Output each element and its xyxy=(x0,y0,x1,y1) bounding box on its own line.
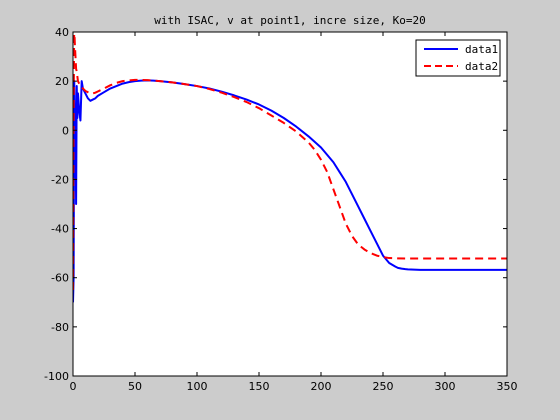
legend-label-data2: data2 xyxy=(465,60,498,73)
y-tick-label: 40 xyxy=(55,26,69,39)
x-tick-label: 250 xyxy=(373,380,394,393)
y-tick-label: -40 xyxy=(51,223,69,236)
ticks-layer: 0 50 100 150 200 250 300 35040200-20-40-60-80-1… xyxy=(44,26,517,393)
chart-title: with ISAC, v at point1, incre size, Ko=2… xyxy=(154,14,426,27)
series-layer xyxy=(73,32,507,303)
plot-area xyxy=(73,32,507,376)
series-line-data1 xyxy=(73,79,507,303)
x-tick-label: 200 xyxy=(311,380,332,393)
x-tick-label: 0 xyxy=(70,380,77,393)
x-tick-label: 300 xyxy=(435,380,456,393)
legend-box xyxy=(415,39,501,77)
y-tick-label: 0 xyxy=(62,124,69,137)
y-tick-label: -80 xyxy=(51,321,69,334)
y-tick-label: -20 xyxy=(51,173,69,186)
y-tick-label: 20 xyxy=(55,75,69,88)
legend: data1 data2 xyxy=(415,39,501,77)
legend-label-data1: data1 xyxy=(465,43,498,56)
y-tick-label: -60 xyxy=(51,272,69,285)
series-line-data2 xyxy=(73,32,507,291)
x-tick-label: 50 xyxy=(128,380,142,393)
x-tick-label: 100 xyxy=(187,380,208,393)
x-tick-label: 350 xyxy=(497,380,518,393)
axes-box xyxy=(72,31,508,377)
x-tick-label: 150 xyxy=(249,380,270,393)
y-tick-label: -100 xyxy=(44,370,69,383)
